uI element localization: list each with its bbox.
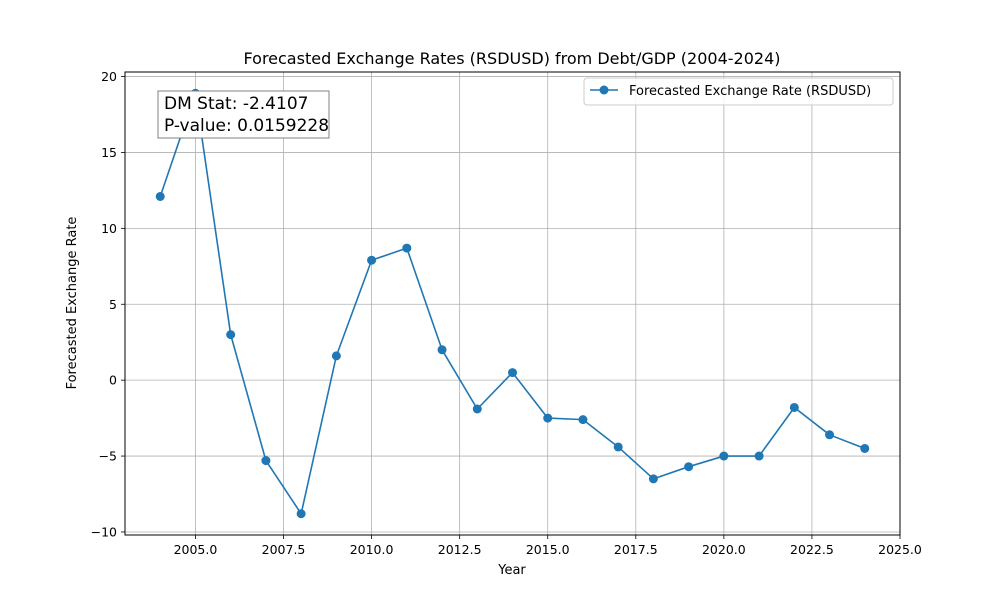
annotation-box-frame: [157, 90, 330, 139]
data-point: [578, 415, 588, 425]
x-tick-label: 2020.0: [702, 542, 746, 557]
y-axis-title: Forecasted Exchange Rate: [65, 217, 80, 390]
y-tick-label: −5: [99, 449, 117, 464]
y-tick-label: 15: [101, 145, 117, 160]
x-axis: 2005.0 2007.5 2010.0 2012.5 2015.0 2017.5 2020…: [174, 535, 922, 557]
x-tick-label: 2012.5: [438, 542, 482, 557]
p-value-text: P-value: 0.0159228: [164, 116, 329, 136]
data-point: [825, 430, 835, 440]
x-tick-label: 2025.0: [878, 542, 922, 557]
data-point: [402, 243, 412, 253]
x-tick-label: 2017.5: [614, 542, 658, 557]
legend-marker-swatch: [599, 85, 609, 95]
data-point: [684, 462, 694, 472]
data-point: [155, 191, 165, 201]
chart-title: Forecasted Exchange Rates (RSDUSD) from …: [244, 49, 781, 68]
series-forecasted-exchange-rate: [155, 88, 870, 519]
x-tick-label: 2022.5: [790, 542, 834, 557]
data-point: [296, 509, 306, 519]
y-tick-label: 0: [109, 373, 117, 388]
y-tick-label: −10: [91, 524, 117, 539]
legend-label: Forecasted Exchange Rate (RSDUSD): [629, 84, 871, 99]
dm-stat-annotation: DM Stat: -2.4107 P-value: 0.0159228: [157, 90, 330, 139]
legend: Forecasted Exchange Rate (RSDUSD): [583, 77, 894, 106]
y-axis: −10 −5 0 5 10 15 20: [91, 69, 125, 539]
legend-frame: [583, 77, 894, 106]
data-point: [860, 443, 870, 453]
data-point: [508, 368, 517, 378]
data-point: [437, 345, 447, 355]
x-tick-label: 2007.5: [262, 542, 306, 557]
data-point: [543, 413, 553, 423]
dm-stat-text: DM Stat: -2.4107: [164, 94, 308, 114]
plot-frame: [124, 71, 901, 536]
data-point: [261, 456, 271, 466]
data-point: [367, 255, 377, 265]
data-point: [719, 451, 729, 461]
y-tick-label: 5: [109, 297, 117, 312]
data-point: [754, 451, 764, 461]
data-point: [472, 404, 482, 414]
data-point: [789, 402, 799, 412]
data-point: [331, 351, 341, 361]
data-point: [226, 330, 236, 340]
data-point: [648, 474, 658, 484]
y-tick-label: 10: [101, 221, 117, 236]
x-tick-label: 2010.0: [350, 542, 394, 557]
x-tick-label: 2015.0: [526, 542, 570, 557]
data-point: [613, 442, 623, 452]
x-axis-title: Year: [497, 563, 526, 578]
x-tick-label: 2005.0: [174, 542, 218, 557]
y-tick-label: 20: [101, 69, 117, 84]
